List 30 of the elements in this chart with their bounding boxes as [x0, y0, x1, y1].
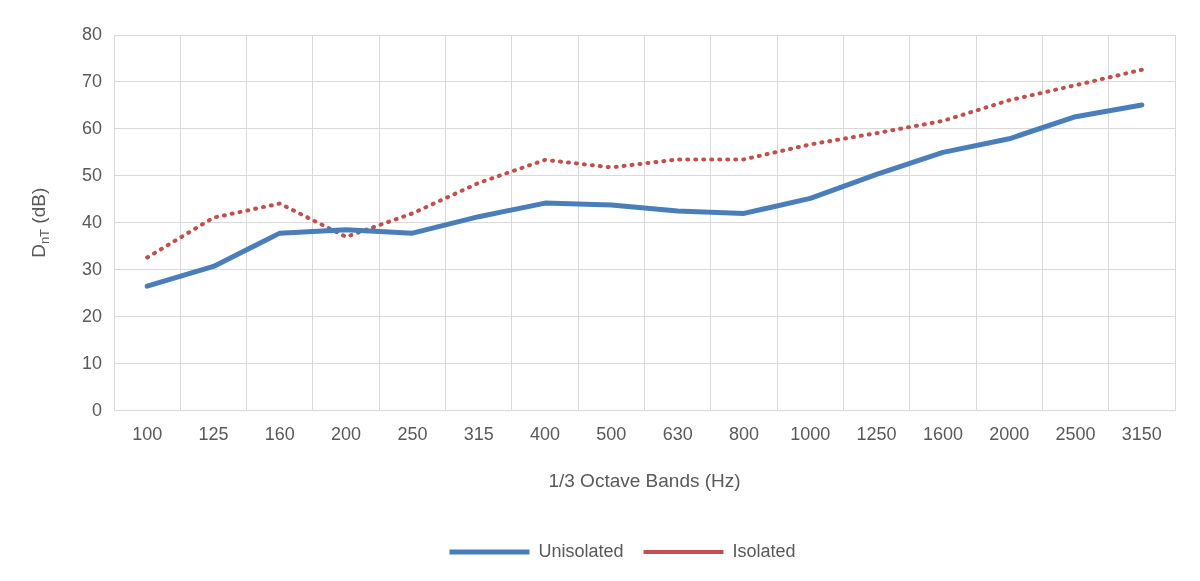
legend-label: Unisolated [538, 540, 624, 561]
y-tick-label: 70 [81, 70, 103, 91]
y-tick-label: 30 [81, 258, 103, 279]
y-axis-title: DnT (dB) [28, 187, 52, 258]
x-tick-label: 1250 [856, 424, 897, 445]
line-series [145, 67, 1144, 260]
y-tick-label: 10 [81, 352, 103, 373]
x-tick-label: 500 [596, 424, 627, 445]
x-tick-label: 250 [397, 424, 428, 445]
x-tick-label: 400 [530, 424, 561, 445]
y-tick-label: 0 [92, 399, 103, 420]
x-tick-label: 2500 [1055, 424, 1096, 445]
x-tick-label: 315 [463, 424, 494, 445]
y-tick-label: 60 [81, 117, 103, 138]
x-tick-label: 1600 [922, 424, 963, 445]
legend-label: Isolated [732, 540, 796, 561]
x-tick-label: 2000 [989, 424, 1030, 445]
x-tick-label: 3150 [1121, 424, 1162, 445]
x-tick-label: 1000 [790, 424, 831, 445]
x-tick-label: 630 [662, 424, 693, 445]
x-tick-label: 125 [198, 424, 229, 445]
x-tick-label: 800 [728, 424, 759, 445]
y-tick-label: 20 [81, 305, 103, 326]
y-tick-label: 50 [81, 164, 103, 185]
x-axis-title: 1/3 Octave Bands (Hz) [548, 469, 741, 491]
x-tick-label: 200 [331, 424, 362, 445]
y-tick-label: 40 [81, 211, 103, 232]
x-tick-label: 160 [264, 424, 295, 445]
x-tick-label: 100 [132, 424, 163, 445]
y-tick-label: 80 [81, 23, 103, 44]
